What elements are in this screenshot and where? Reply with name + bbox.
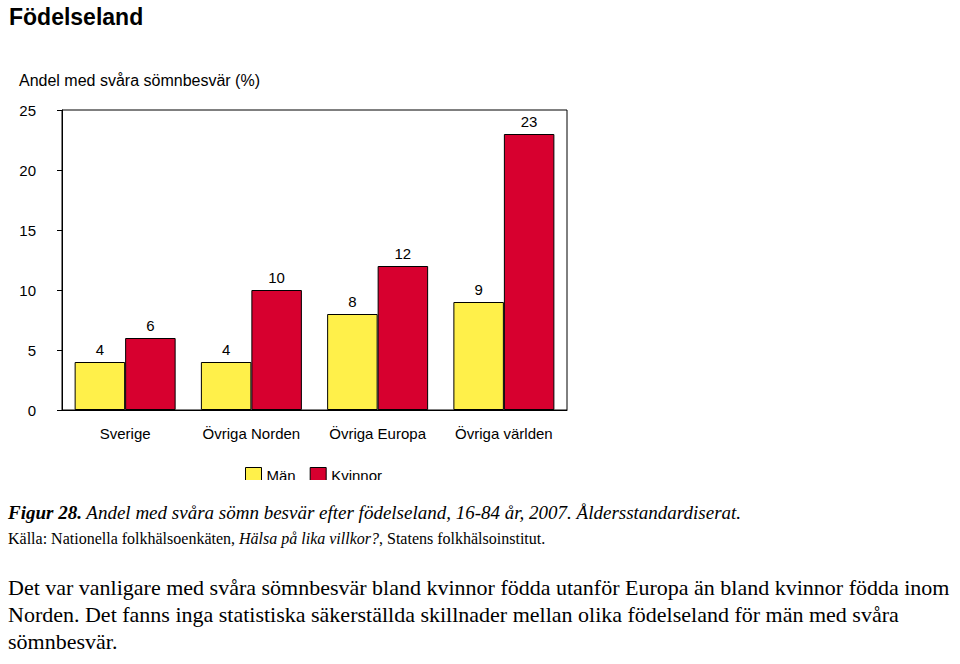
svg-text:20: 20 (19, 162, 36, 179)
html-text:Det var vanligare med svåra sö: Det var vanligare med svåra sömnbesvär b… (8, 575, 950, 654)
svg-text:9: 9 (474, 281, 482, 298)
svg-text:23: 23 (521, 113, 538, 130)
svg-text:15: 15 (19, 222, 36, 239)
svg-text:Sverige: Sverige (100, 425, 151, 442)
svg-text:Andel med svåra sömnbesvär (%): Andel med svåra sömnbesvär (%) (19, 72, 260, 89)
svg-text:Födelseland: Födelseland (9, 4, 143, 30)
html-text:Figur 28. Andel med svåra sömn: Figur 28. Andel med svåra sömn besvär ef… (8, 502, 742, 523)
svg-text:5: 5 (28, 342, 36, 359)
svg-text:Övriga världen: Övriga världen (455, 425, 553, 442)
svg-text:4: 4 (222, 341, 230, 358)
svg-text:Övriga Norden: Övriga Norden (203, 425, 301, 442)
svg-text:0: 0 (28, 402, 36, 419)
html-text:Källa: Nationella folkhälsoenk: Källa: Nationella folkhälsoenkäten, Häls… (8, 530, 546, 547)
svg-text:Övriga Europa: Övriga Europa (329, 425, 426, 442)
svg-text:25: 25 (19, 102, 36, 119)
svg-text:Kvinnor: Kvinnor (331, 467, 382, 480)
svg-text:10: 10 (19, 282, 36, 299)
svg-text:4: 4 (96, 341, 104, 358)
svg-text:8: 8 (348, 293, 356, 310)
svg-text:Män: Män (267, 467, 296, 480)
svg-text:6: 6 (146, 317, 154, 334)
svg-text:10: 10 (268, 269, 285, 286)
svg-text:12: 12 (395, 245, 412, 262)
